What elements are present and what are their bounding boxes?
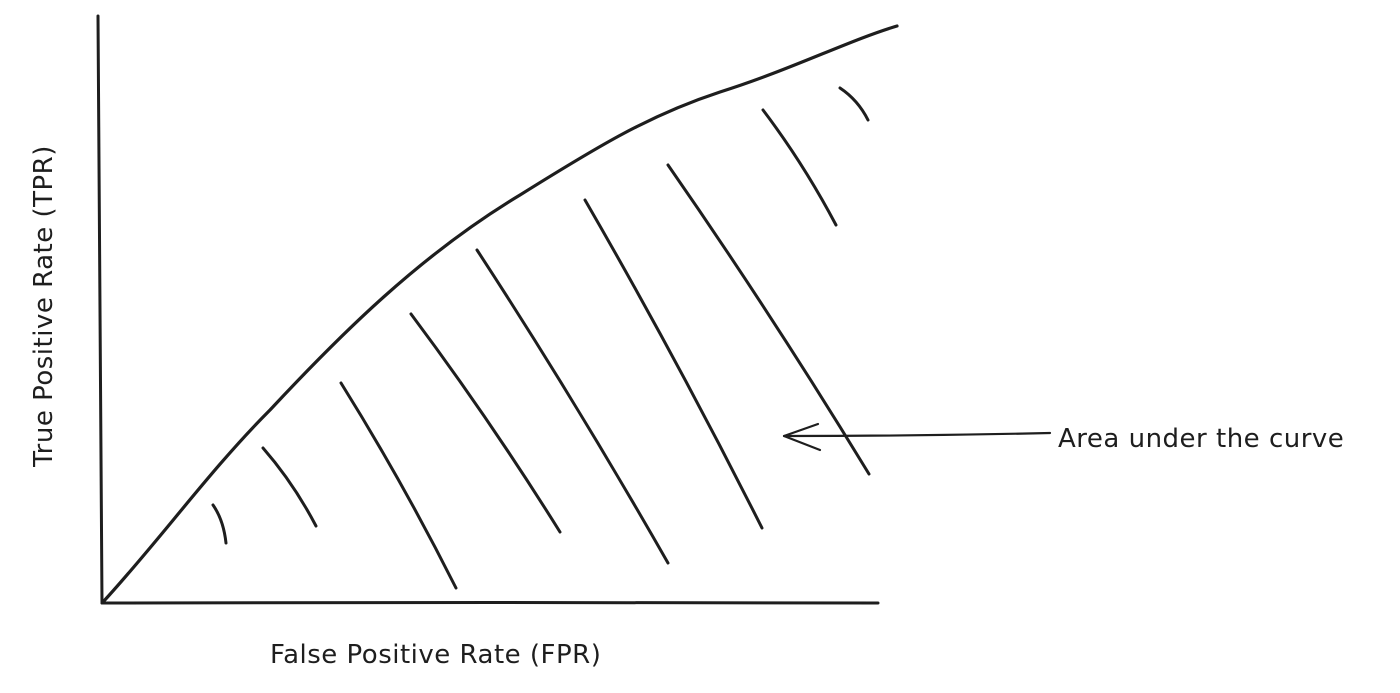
arrow-shaft [782,431,1052,438]
auc-hatch-line [339,381,458,590]
auc-annotation: Area under the curve [1058,424,1345,454]
auc-hatch-line [666,163,871,476]
auc-hatch-line [211,503,228,545]
auc-hatch-line [409,312,562,534]
roc-curve [101,24,899,604]
auc-hatch-line [761,108,838,227]
y-axis-line [96,14,104,605]
y-axis-label: True Positive Rate (TPR) [29,145,59,467]
auc-hatch-line [583,198,764,530]
arrow-head-icon [782,422,822,452]
auc-hatch-line [838,86,870,122]
x-axis-label: False Positive Rate (FPR) [270,640,602,670]
auc-hatch-line [475,248,670,565]
auc-hatch-line [261,446,318,528]
x-axis-line [100,601,880,605]
